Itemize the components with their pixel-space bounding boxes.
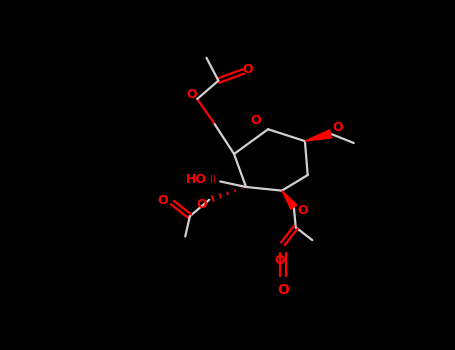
Text: O: O xyxy=(333,121,344,134)
Polygon shape xyxy=(282,191,297,209)
Text: O: O xyxy=(187,88,197,101)
Text: HO: HO xyxy=(186,173,207,186)
Polygon shape xyxy=(305,130,332,141)
Text: II: II xyxy=(210,175,216,185)
Text: O: O xyxy=(250,113,261,127)
Text: O: O xyxy=(277,282,289,296)
Text: O: O xyxy=(197,198,207,211)
Text: O: O xyxy=(275,254,285,267)
Text: O: O xyxy=(158,194,168,207)
Text: O: O xyxy=(298,204,308,217)
Text: O: O xyxy=(243,63,253,76)
